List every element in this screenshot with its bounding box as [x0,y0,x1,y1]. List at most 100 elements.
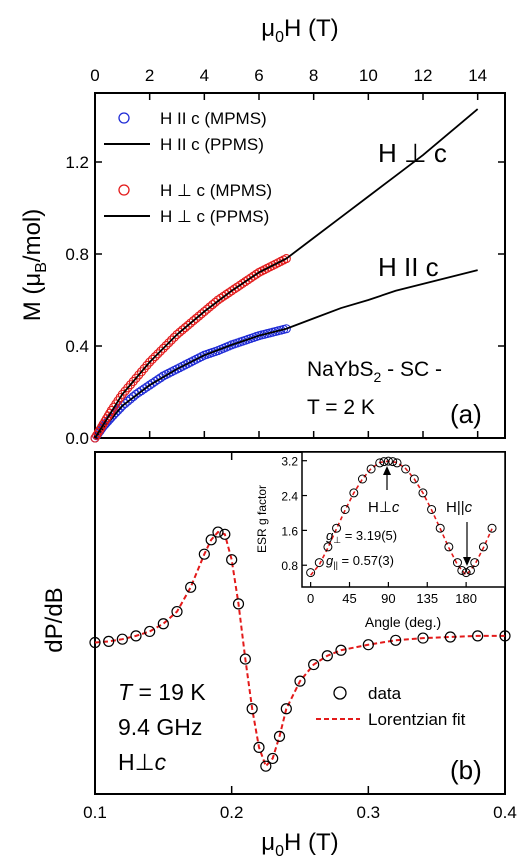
data-point [177,325,188,335]
inset-annotation-h-par-c: H||c [446,499,473,516]
data-point [212,526,224,538]
data-point [134,370,144,380]
data-point [294,675,306,687]
data-point [164,338,174,348]
data-point [392,458,402,468]
data-point [89,636,101,649]
data-point [123,396,133,406]
data-point [251,269,261,279]
data-point [314,558,324,568]
data-point [199,306,209,317]
x-tick-label: 0 [307,591,314,606]
legend-label-hperp-mpms: H ⊥ c (MPMS) [160,181,272,200]
data-point [117,389,127,399]
data-point [150,352,160,362]
data-point [390,634,402,646]
data-point [281,254,291,264]
panel-b-frame [94,451,506,795]
x-tick-label: 180 [455,591,477,606]
data-point [457,565,467,575]
data-point [478,542,488,552]
data-point [116,633,128,645]
legend-label-fit: Lorentzian fit [368,710,466,729]
legend-marker-hperp-mpms [118,184,130,196]
data-point [125,380,136,390]
x-tick-label: 90 [381,591,395,606]
data-point [461,568,471,578]
inset-axes: 0 45 90 135 180 0.8 1.6 2.4 3.2 [281,455,477,606]
panel-b-inset: 0 45 90 135 180 0.8 1.6 2.4 3.2 Angle (deg.) ESR… [255,451,506,630]
panel-b-label: (b) [450,755,482,785]
legend-label-hpar-ppms: H II c (PPMS) [160,135,264,154]
data-point [145,357,155,367]
panel-a-label: (a) [450,399,482,429]
y-tick-label: 1.2 [65,153,89,172]
x-tick-label: 0.3 [357,803,381,822]
data-point [444,631,456,643]
inset-arrowhead-par [463,557,471,566]
data-point [166,335,177,345]
x-tick-label: 4 [200,66,209,85]
annotation-h-perp-c: H ⊥ c [378,138,447,168]
data-point [332,523,342,533]
data-point [281,324,291,334]
data-point [470,558,480,568]
panel-a-legend: H II c (MPMS) H II c (PPMS) H ⊥ c (MPMS)… [104,109,272,226]
data-point [253,741,265,753]
data-point [409,474,419,484]
inset-annotation-g-par: g|| = 0.57(3) [326,553,394,570]
data-point [357,474,367,484]
data-point [144,625,156,638]
x-tick-label: 0.2 [220,803,244,822]
data-point [452,558,462,568]
y-tick-label: 0.8 [281,559,298,573]
data-point [123,383,133,393]
y-tick-label: 0.0 [65,429,89,448]
panel-a-series [90,108,479,443]
data-point [207,300,218,310]
panel-a: 0 2 4 6 8 10 12 14 0.0 0.4 0.8 1.2 μ0H (T) M (μB/mo… [19,15,506,448]
data-point [205,302,215,312]
data-point [157,618,169,630]
data-point [202,304,212,314]
x-tick-label: 12 [414,66,433,85]
data-point [131,373,141,383]
data-point [472,630,484,642]
data-point [349,488,359,498]
data-point [280,703,292,715]
annotation-frequency: 9.4 GHz [118,714,202,740]
inset-arrowhead-perp [383,466,391,475]
data-point [161,340,171,351]
legend-label-data: data [368,684,402,703]
data-point [156,346,166,356]
data-point [366,464,376,474]
panel-b-axes: 0.1 0.2 0.3 0.4 [83,452,517,822]
data-point [246,703,258,715]
series-line [94,108,479,439]
annotation-sample: NaYbS2 - SC - [307,358,442,385]
data-point [180,323,190,333]
data-point [435,523,445,533]
data-point [205,534,217,546]
data-point [219,528,231,540]
data-point [186,318,196,328]
data-point [130,630,142,642]
data-point [128,376,138,386]
data-point [499,630,511,642]
annotation-orientation-b: H⊥c [118,749,167,775]
data-point [232,598,245,610]
data-point [136,367,147,377]
x-tick-label: 2 [145,66,154,85]
x-tick-label: 0 [90,66,99,85]
y-tick-label: 0.8 [65,245,89,264]
x-tick-label: 0.1 [83,803,107,822]
data-point [226,554,238,566]
panel-a-axes: 0 2 4 6 8 10 12 14 0.0 0.4 0.8 1.2 [65,66,505,448]
data-point [239,653,251,665]
data-point [375,458,385,468]
data-point [487,523,497,533]
inset-annotation-g-perp: g⊥ = 3.19(5) [326,528,397,545]
data-point [197,309,207,319]
inset-annotation-h-perp-c: H⊥c [368,499,400,516]
